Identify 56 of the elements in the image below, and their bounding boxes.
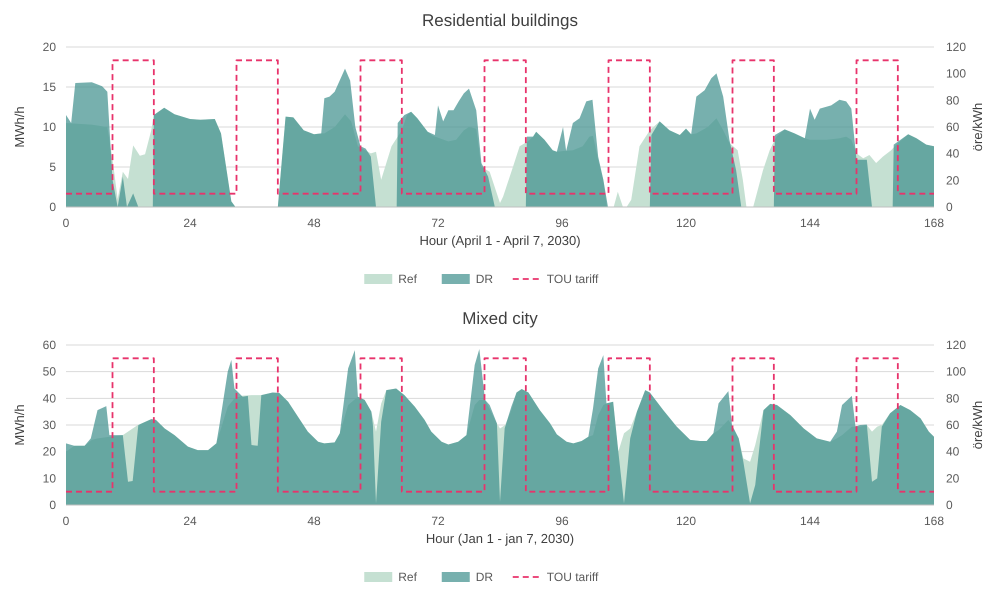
- x-tick-label: 48: [307, 514, 321, 528]
- x-axis-title: Hour (April 1 - April 7, 2030): [419, 233, 581, 248]
- y-tick-label: 40: [42, 391, 56, 406]
- legend-label: DR: [476, 272, 494, 286]
- y2-tick-label: 40: [946, 444, 960, 459]
- y2-tick-label: 80: [946, 391, 960, 406]
- y2-tick-label: 60: [946, 120, 960, 134]
- x-tick-label: 168: [924, 216, 944, 230]
- legend-label: Ref: [398, 272, 418, 286]
- y2-tick-label: 0: [946, 498, 953, 512]
- y2-tick-label: 100: [946, 364, 966, 379]
- x-tick-label: 168: [924, 514, 944, 528]
- x-tick-label: 120: [676, 216, 696, 230]
- legend-label: DR: [476, 570, 494, 584]
- y2-tick-label: 80: [946, 93, 960, 108]
- y-tick-label: 20: [42, 444, 56, 459]
- y-tick-label: 10: [42, 120, 56, 134]
- y-tick-label: 0: [49, 200, 56, 214]
- y2-tick-label: 0: [946, 200, 953, 214]
- y-tick-label: 0: [49, 498, 56, 512]
- y-axis-title: MWh/h: [12, 106, 27, 148]
- y2-tick-label: 120: [946, 40, 966, 54]
- y2-tick-label: 40: [946, 146, 960, 161]
- y2-tick-label: 20: [946, 173, 960, 188]
- y-tick-label: 60: [42, 338, 56, 352]
- x-tick-label: 96: [555, 216, 569, 230]
- chart-title: Residential buildings: [422, 11, 578, 30]
- legend-label: TOU tariff: [546, 570, 599, 584]
- y2-tick-label: 120: [946, 338, 966, 352]
- y-tick-label: 30: [42, 418, 56, 432]
- x-tick-label: 120: [676, 514, 696, 528]
- x-tick-label: 24: [183, 514, 197, 528]
- y2-tick-label: 60: [946, 418, 960, 432]
- x-tick-label: 24: [183, 216, 197, 230]
- x-tick-label: 72: [431, 216, 445, 230]
- x-tick-label: 72: [431, 514, 445, 528]
- x-tick-label: 48: [307, 216, 321, 230]
- y2-tick-label: 20: [946, 471, 960, 486]
- y2-tick-label: 100: [946, 66, 966, 81]
- y-tick-label: 15: [42, 80, 56, 94]
- y-axis-title: MWh/h: [12, 404, 27, 446]
- legend-label: Ref: [398, 570, 418, 584]
- y2-axis-title: öre/kWh: [970, 102, 985, 152]
- x-tick-label: 144: [800, 514, 820, 528]
- x-axis-title: Hour (Jan 1 - jan 7, 2030): [426, 531, 574, 546]
- y-tick-label: 50: [42, 364, 56, 379]
- y-tick-label: 5: [49, 160, 56, 174]
- y-tick-label: 10: [42, 471, 56, 486]
- y2-axis-title: öre/kWh: [970, 400, 985, 450]
- y-tick-label: 20: [42, 40, 56, 54]
- chart-title: Mixed city: [462, 309, 538, 328]
- x-tick-label: 144: [800, 216, 820, 230]
- x-tick-label: 96: [555, 514, 569, 528]
- x-tick-label: 0: [62, 514, 70, 528]
- x-tick-label: 0: [62, 216, 70, 230]
- legend-label: TOU tariff: [546, 272, 599, 286]
